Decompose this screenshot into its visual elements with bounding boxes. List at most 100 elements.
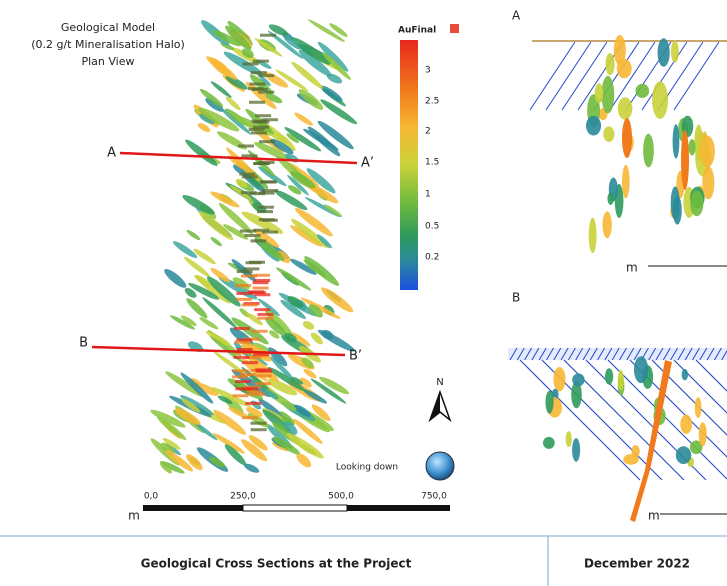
drill-hatch [262, 189, 278, 192]
ore-body [586, 116, 601, 136]
drill-hatch [257, 317, 273, 320]
drill-hatch [255, 382, 271, 385]
drill-hatch [258, 74, 274, 77]
ore-body [293, 111, 315, 128]
ore-body [652, 81, 668, 119]
ore-body [605, 53, 614, 75]
drill-hatch [245, 234, 261, 237]
page: Geological Model (0.2 g/t Mineralisation… [0, 0, 727, 586]
ore-body [634, 356, 648, 383]
scale-bar [143, 505, 450, 511]
drill-hatch [250, 291, 266, 294]
ore-body [695, 397, 702, 418]
drill-hatch [251, 71, 267, 74]
ore-body [603, 211, 612, 238]
section-a [530, 35, 727, 266]
ore-body [566, 431, 572, 447]
drill-hatch [262, 118, 278, 121]
drill-hatch [253, 60, 269, 63]
ore-body [699, 135, 714, 167]
drill-hatch [250, 239, 266, 242]
ore-core [622, 118, 632, 158]
ore-body [183, 137, 220, 169]
drill-hatch [251, 428, 267, 431]
ore-body [162, 266, 189, 290]
ore-body [658, 38, 670, 67]
ore-body [595, 83, 604, 103]
drill-hatch [257, 210, 273, 213]
ore-body [186, 339, 205, 354]
title-line: Plan View [81, 55, 134, 68]
legend-label: 1 [425, 190, 431, 200]
legend-title: AuFinal [398, 26, 436, 36]
drill-hatch [236, 298, 252, 301]
drill-hatch [237, 270, 253, 273]
drill-hatch [242, 387, 258, 390]
drill-hatch [239, 173, 255, 176]
ore-body [215, 129, 248, 152]
drill-hatch [243, 62, 259, 65]
section-unit: m [626, 261, 638, 275]
drill-hatch [252, 330, 268, 333]
scale-segment [243, 505, 347, 511]
drill-hatch [242, 361, 258, 364]
drill-hatch [249, 261, 265, 264]
ore-body [572, 438, 580, 462]
view-label: Looking down [336, 463, 398, 473]
drill-hatch [260, 181, 276, 184]
drill-hatch [250, 393, 266, 396]
ore-body [671, 41, 679, 63]
ore-body [605, 368, 613, 385]
ore-body [543, 437, 555, 449]
ore-body [680, 415, 692, 434]
section-end: B’ [349, 349, 362, 364]
ore-body [185, 228, 201, 241]
drill-hatch [254, 279, 270, 282]
legend-icon [450, 24, 459, 33]
ore-body [702, 166, 714, 199]
ore-body [671, 186, 680, 219]
section-start: B [79, 336, 88, 351]
drill-hatch [262, 219, 278, 222]
section-unit: m [648, 509, 660, 523]
drill-hatch [260, 34, 276, 37]
drill-hatch [243, 267, 259, 270]
ore-body [553, 367, 565, 391]
view-globe [426, 452, 454, 480]
drill-hatch [233, 369, 249, 372]
legend-label: 3 [425, 66, 431, 76]
ore-body [635, 84, 649, 98]
ore-core [681, 130, 689, 190]
drill-hatch [253, 162, 269, 165]
drill-hatch [251, 131, 267, 134]
ore-body [209, 236, 223, 248]
drill-hatch [240, 230, 256, 233]
section-label: A [512, 9, 521, 23]
ore-body [643, 134, 654, 168]
legend-label: 2 [425, 127, 431, 137]
section-start: A [107, 146, 116, 161]
drill-hatch [241, 274, 257, 277]
ore-body [607, 192, 614, 204]
ore-body [673, 124, 680, 159]
ore-body [618, 370, 624, 390]
drill-hatch [253, 353, 269, 356]
scale-segment [347, 505, 450, 511]
north-label: N [436, 377, 443, 388]
drill-hatch [235, 380, 251, 383]
footer-caption: Geological Cross Sections at the Project [141, 557, 412, 571]
ore-body [690, 191, 703, 217]
section-b [508, 348, 727, 522]
drill-hatch [241, 154, 257, 157]
ore-body [301, 319, 315, 331]
title-line: (0.2 g/t Mineralisation Halo) [31, 38, 185, 51]
drill-hatch [258, 91, 274, 94]
scale-segment [143, 505, 243, 511]
plan-view [148, 17, 359, 475]
ore-body [198, 316, 219, 331]
section-end: A’ [361, 156, 374, 171]
ore-body [572, 373, 584, 386]
legend-label: 2.5 [425, 97, 439, 107]
legend-label: 1.5 [425, 158, 439, 168]
drill-hatch [249, 128, 265, 131]
